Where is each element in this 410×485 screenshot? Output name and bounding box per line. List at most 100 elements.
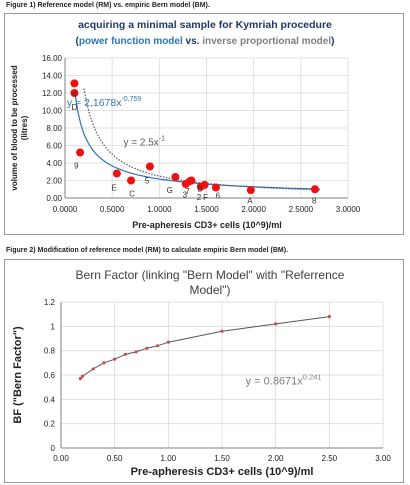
chart-1-data-point (171, 173, 180, 181)
chart-2-data-point (102, 361, 106, 365)
equation-exponent: -1 (159, 136, 165, 143)
chart-1-point-label: 3 (183, 191, 188, 200)
chart-1-title: acquiring a minimal sample for Kymriah p… (78, 19, 332, 31)
chart-1-subtitle-part: ) (331, 36, 334, 47)
chart-1-power-fit-line (73, 89, 320, 190)
chart-1-y-axis-title-line1: volume of blood to be processed (10, 65, 19, 190)
chart-1-data-point (246, 186, 255, 195)
chart-2-data-point (220, 329, 224, 333)
equation-base: y = 2,1678x (67, 97, 122, 109)
chart-1-y-tick-label: 12.00 (42, 89, 63, 98)
chart-2-data-point (145, 346, 149, 350)
chart-2-data-point (134, 350, 138, 354)
chart-2-title-line1: Bern Factor (linking "Bern Model" with "… (76, 268, 345, 282)
chart-2-y-tick-label: 0 (51, 444, 56, 453)
chart-1-data-point (70, 79, 79, 88)
chart-1-subtitle-part: power function model (79, 36, 183, 47)
chart-1-y-tick-label: 16.00 (42, 54, 63, 63)
chart-1-y-tick-label: 14.00 (42, 72, 63, 81)
chart-1-power-equation: y = 2,1678x-0,759 (67, 96, 142, 109)
chart-1-point-label: F (203, 193, 208, 202)
chart-2-y-tick-label: 1.2 (44, 298, 56, 307)
chart-1-data-point (145, 162, 154, 171)
chart-2-x-tick-label: 0.50 (107, 454, 123, 463)
chart-1-subtitle: (power function model vs. inverse propor… (76, 36, 335, 47)
chart-1-y-tick-label: 8.00 (46, 124, 62, 133)
chart-2-y-tick-label: 0.8 (44, 347, 56, 356)
chart-2-data-point (327, 315, 331, 319)
chart-1-x-tick-label: 0.5000 (100, 205, 125, 214)
chart-1-x-tick-label: 3.0000 (336, 205, 361, 214)
figure-2-caption: Figure 2) Modification of reference mode… (6, 247, 288, 254)
chart-2-y-tick-label: 1 (51, 322, 56, 331)
chart-1-data-point (187, 176, 196, 185)
chart-1-data-point (70, 89, 79, 97)
chart-2-data-point (80, 374, 85, 378)
chart-2-x-axis-title: Pre-apheresis CD3+ cells (10^9)/ml (131, 466, 314, 478)
chart-1-point-label: 6 (216, 191, 221, 200)
figure-2-chart-frame: Bern Factor (linking "Bern Model" with "… (4, 259, 404, 483)
chart-2-y-axis-title: BF ("Bern Factor") (12, 326, 24, 424)
chart-1-data-point (310, 185, 319, 194)
figure-1-caption: Figure 1) Reference model (RM) vs. empir… (6, 2, 210, 9)
chart-1-data-point (127, 176, 136, 185)
chart-2-data-point (91, 367, 95, 371)
chart-2-x-tick-label: 1.50 (214, 454, 230, 463)
chart-1-point-label: 7 (185, 187, 190, 196)
equation-exponent: 0.241 (303, 373, 322, 382)
figure-2-chart: Bern Factor (linking "Bern Model" with "… (12, 268, 391, 478)
chart-2-data-point (123, 352, 127, 356)
chart-2-data-point (156, 344, 160, 348)
chart-1-point-label: 5 (145, 177, 150, 186)
chart-2-x-tick-label: 0.00 (53, 454, 69, 463)
equation-base: y = 2.5x (123, 138, 158, 149)
figure-1-chart: acquiring a minimal sample for Kymriah p… (10, 19, 361, 230)
chart-1-data-point (211, 183, 220, 192)
chart-1-x-tick-label: 0.0000 (53, 205, 78, 214)
chart-2-x-tick-label: 2.00 (268, 454, 284, 463)
equation-exponent: -0,759 (121, 96, 141, 103)
chart-1-y-axis-title-line2: (litres) (20, 115, 29, 140)
chart-2-x-tick-label: 1.00 (161, 454, 177, 463)
chart-1-y-tick-label: 2.00 (46, 177, 62, 186)
chart-1-point-label: A (247, 197, 253, 206)
chart-1-point-label: D (72, 103, 78, 112)
chart-1-point-label: E (111, 184, 116, 193)
chart-2-y-tick-label: 0.6 (44, 371, 56, 380)
chart-2-x-tick-label: 2.50 (322, 454, 338, 463)
chart-1-y-tick-label: 0.00 (46, 194, 62, 203)
chart-1-point-label: B (197, 184, 202, 193)
chart-1-x-tick-label: 2.5000 (289, 205, 314, 214)
chart-1-data-point (112, 169, 121, 178)
chart-1-y-tick-label: 10.00 (42, 107, 63, 116)
chart-1-x-tick-label: 1.5000 (194, 205, 219, 214)
chart-1-x-tick-label: 1.0000 (147, 205, 172, 214)
chart-1-y-tick-label: 6.00 (46, 142, 62, 151)
chart-2-data-point (166, 340, 170, 344)
chart-1-point-label: 9 (74, 162, 79, 171)
chart-1-y-tick-label: 4.00 (46, 159, 62, 168)
figure-1-chart-frame: acquiring a minimal sample for Kymriah p… (4, 13, 404, 235)
chart-1-point-label: 8 (312, 197, 317, 206)
chart-2-y-tick-label: 0.2 (44, 420, 56, 429)
chart-1-point-label: 4 (72, 90, 77, 99)
chart-2-y-tick-label: 0.4 (44, 395, 56, 404)
chart-2-equation: y = 0.8671x0.241 (246, 373, 322, 388)
chart-2-data-point (274, 322, 278, 326)
chart-2-data-point (113, 357, 117, 361)
chart-1-subtitle-part: vs. (183, 36, 202, 47)
chart-1-x-tick-label: 2.0000 (241, 205, 266, 214)
chart-1-data-point (76, 148, 85, 157)
equation-base: y = 0.8671x (246, 376, 304, 388)
chart-1-point-label: G (167, 186, 173, 195)
chart-1-x-axis-title: Pre-apheresis CD3+ cells (10^9)/ml (132, 220, 282, 230)
chart-2-x-tick-label: 3.00 (375, 454, 391, 463)
chart-1-subtitle-part: ( (76, 36, 80, 47)
chart-1-point-label: 2 (197, 193, 202, 202)
chart-1-point-label: C (129, 190, 135, 199)
chart-1-subtitle-part: inverse proportional model (202, 36, 331, 47)
chart-1-data-point (200, 180, 209, 189)
chart-2-series-line (79, 316, 330, 380)
chart-2-data-point (78, 377, 82, 381)
chart-1-inverse-equation: y = 2.5x-1 (123, 136, 165, 149)
